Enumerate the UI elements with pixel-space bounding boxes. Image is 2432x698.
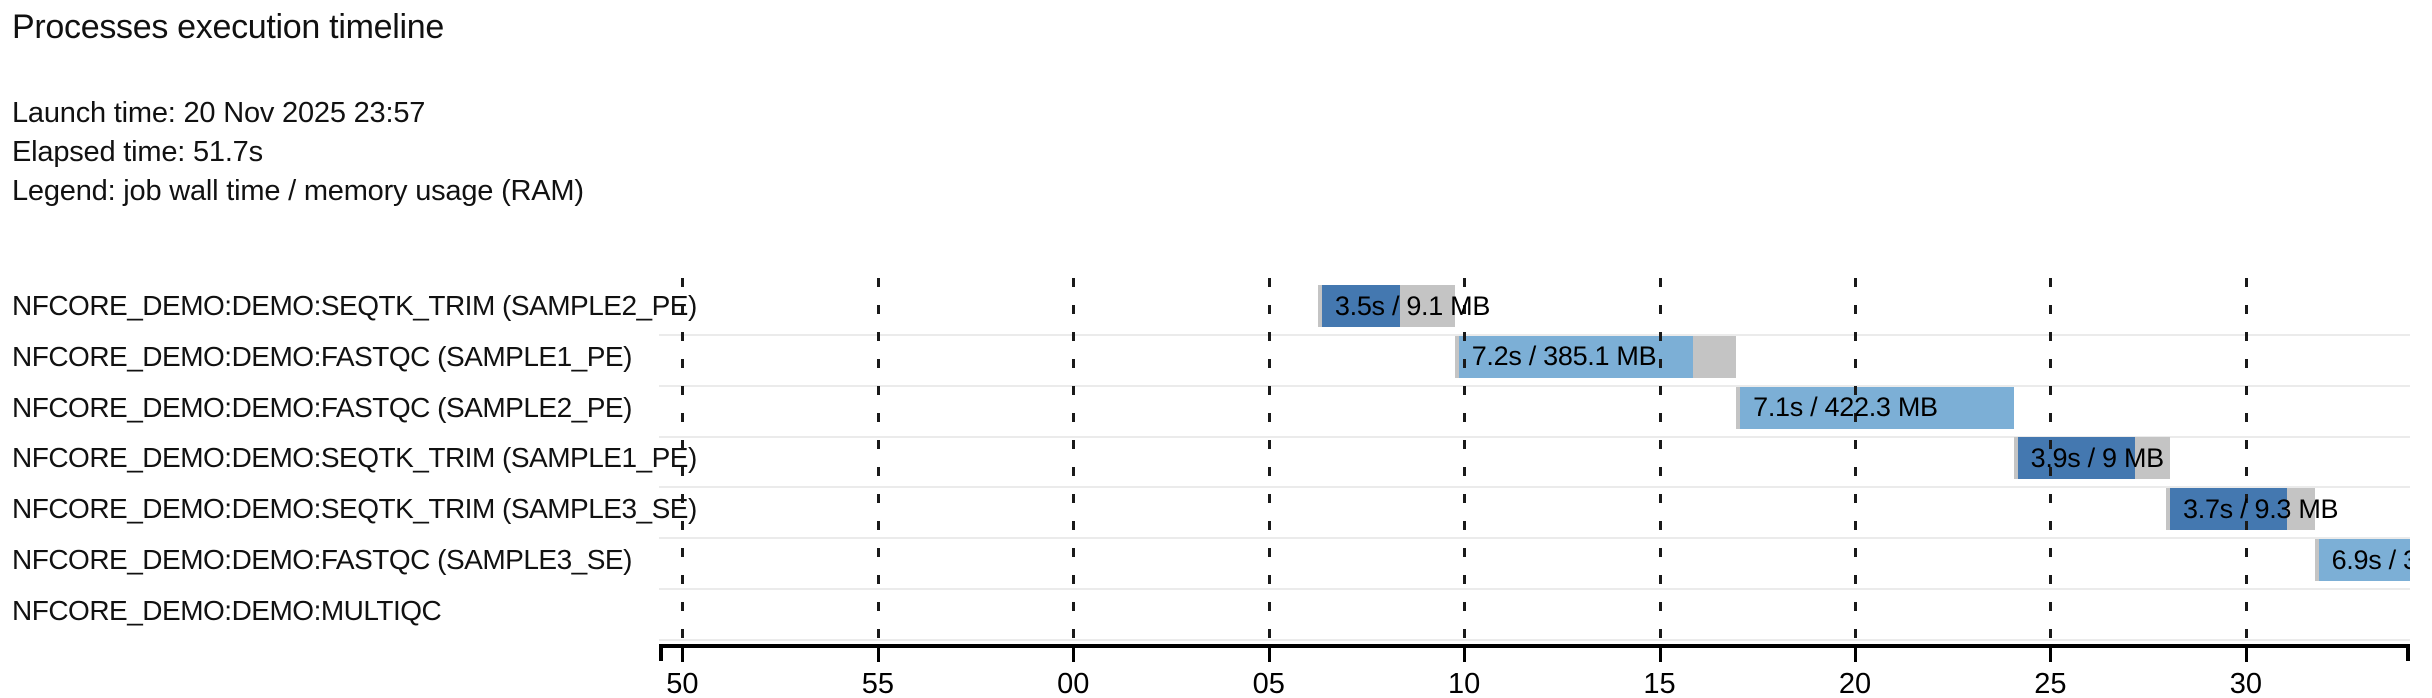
axis-tick-mark [1463,648,1467,662]
task-bar-queue-segment [2013,437,2018,480]
launch-time-text: Launch time: 20 Nov 2025 23:57 [12,97,426,129]
task-bar-run-segment [2318,539,2410,581]
task-bar-label: 6.9s / 352.4 MB [2331,544,2410,575]
task-bar-overhead-segment [1400,285,1455,327]
process-row-label: NFCORE_DEMO:DEMO:SEQTK_TRIM (SAMPLE2_PE) [12,290,697,321]
row-separator [659,537,2410,540]
process-row-label: NFCORE_DEMO:DEMO:SEQTK_TRIM (SAMPLE1_PE) [12,442,697,474]
process-row-label: NFCORE_DEMO:DEMO:FASTQC (SAMPLE2_PE) [12,391,632,423]
gridline-dashed [876,278,880,644]
task-bar-queue-segment [1454,335,1459,378]
gridline-dashed [1658,278,1662,644]
task-bar-run-segment [1321,285,1401,327]
legend-text: Legend: job wall time / memory usage (RA… [12,175,584,207]
axis-tick-label: 15 [1643,668,1676,698]
row-separator [659,384,2410,387]
axis-tick-mark [1658,648,1662,662]
axis-domain-line [659,644,2410,648]
task-bar-queue-segment [2314,539,2319,581]
axis-tick-mark [2244,648,2248,662]
axis-tick-mark [2049,648,2053,662]
axis-end-cap [2406,644,2410,661]
task-bar-label: 3.7s / 9.3 MB [2183,493,2339,524]
page-title: Processes execution timeline [12,8,444,46]
gridline-dashed [1463,278,1467,644]
process-row-label: NFCORE_DEMO:DEMO:SEQTK_TRIM (SAMPLE3_SE) [12,493,697,525]
task-bar-overhead-segment [1693,335,1737,378]
row-separator [659,588,2410,590]
gridline-dashed [681,278,685,644]
gridline-dashed [2244,278,2248,644]
axis-tick-mark [1072,648,1076,662]
task-bar-run-segment [1458,335,1694,378]
row-separator [659,486,2410,489]
axis-tick-label: 55 [861,668,895,698]
axis-tick-mark [1853,648,1857,662]
task-bar-label: 7.1s / 422.3 MB [1753,392,1938,423]
row-separator [659,638,2410,641]
task-bar-label: 3.5s / 9.1 MB [1334,290,1491,321]
elapsed-time-text: Elapsed time: 51.7s [12,136,263,168]
axis-tick-label: 30 [2229,668,2262,698]
task-bar-overhead-segment [2287,488,2315,531]
task-bar-label: 3.9s / 9 MB [2030,442,2165,473]
process-row-label: NFCORE_DEMO:DEMO:FASTQC (SAMPLE1_PE) [12,340,632,372]
task-bar-queue-segment [2166,488,2171,531]
gridline-dashed [2049,278,2053,644]
axis-end-cap [659,644,663,661]
axis-tick-label: 50 [666,668,699,698]
task-bar-queue-segment [1736,386,1741,429]
gridline-dashed [1853,278,1857,644]
task-bar-overhead-segment [2134,437,2171,480]
task-bar-label: 7.2s / 385.1 MB [1471,341,1657,372]
task-bar-queue-segment [1318,285,1322,327]
row-separator [659,334,2410,336]
axis-tick-label: 00 [1057,668,1090,698]
process-row-label: NFCORE_DEMO:DEMO:MULTIQC [12,594,442,626]
axis-tick-label: 10 [1448,668,1481,698]
axis-tick-mark [876,648,880,662]
task-bar-run-segment [1740,386,2014,429]
row-separator [659,435,2410,438]
gridline-dashed [1267,278,1271,644]
gridline-dashed [1072,278,1076,644]
axis-tick-mark [681,648,685,662]
axis-tick-mark [1267,648,1271,662]
task-bar-run-segment [2170,488,2288,531]
timeline-plot-area: 3.5s / 9.1 MB 7.2s / 385.1 MB 7.1s / 422.3… [659,278,2410,644]
report-meta: Launch time: 20 Nov 2025 23:57 Elapsed t… [12,94,584,211]
axis-tick-label: 05 [1252,668,1285,698]
process-row-label: NFCORE_DEMO:DEMO:FASTQC (SAMPLE3_SE) [12,544,632,575]
task-bar-run-segment [2017,437,2135,480]
axis-tick-label: 25 [2034,668,2067,698]
axis-tick-label: 20 [1838,668,1872,698]
